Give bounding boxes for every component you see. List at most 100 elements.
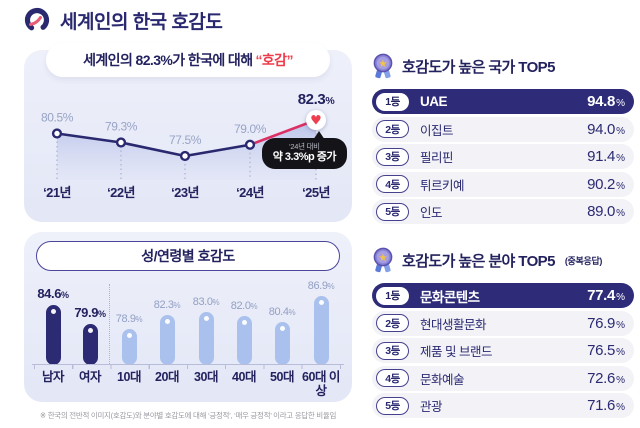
- bar-category-label: 60대 이상: [302, 370, 340, 398]
- top-fields-note: (중복응답): [564, 255, 603, 266]
- rank-badge: 5등: [376, 396, 409, 415]
- bar: [45, 305, 61, 365]
- svg-text:‘24년: ‘24년: [236, 185, 264, 200]
- top-fields-list: 1등 문화콘텐츠 77.4% 2등 현대생활문화 76.9% 3등 제품 및 브…: [372, 283, 634, 419]
- rank-badge: 4등: [376, 175, 409, 194]
- country-name: UAE: [420, 94, 448, 109]
- top-fields-title: 호감도가 높은 분야 TOP5: [402, 252, 555, 270]
- gender-age-divider: [109, 284, 110, 364]
- bar-group: 86.9% 60대 이상: [299, 280, 343, 398]
- bar-value-label: 80.4%: [268, 306, 296, 318]
- brand-swirl-icon: [24, 7, 50, 33]
- country-name: 인도: [420, 206, 443, 221]
- country-value: 89.0%: [587, 203, 625, 221]
- rank-badge: 1등: [376, 92, 409, 111]
- country-name: 필리핀: [420, 151, 454, 166]
- rank-badge: 4등: [376, 369, 409, 388]
- trend-callout-bubble: ‘24년 대비 약 3.3%p 증가: [261, 130, 347, 170]
- country-rank-row: 2등 이집트 94.0%: [372, 116, 634, 142]
- svg-text:‘25년: ‘25년: [302, 185, 330, 200]
- rank-badge: 1등: [376, 286, 409, 305]
- field-name: 현대생활문화: [420, 317, 487, 332]
- line-chart-series: [56, 118, 317, 158]
- country-name: 튀르키예: [420, 178, 465, 193]
- bar-value-label: 82.3%: [153, 299, 181, 311]
- svg-text:★: ★: [378, 57, 387, 69]
- bar: [274, 322, 290, 365]
- country-rank-row: 4등 튀르키예 90.2%: [372, 171, 634, 197]
- bar-group: 79.9% 여자: [68, 305, 112, 384]
- rank-badge: 3등: [376, 147, 409, 166]
- country-value: 91.4%: [587, 148, 625, 166]
- line-chart-value-labels: 80.5% 79.3% 77.5% 79.0% 82.3%: [41, 91, 336, 147]
- bar-group: 82.3% 20대: [145, 299, 189, 384]
- rank-badge: 2등: [376, 314, 409, 333]
- top-fields-header: ★ 호감도가 높은 분야 TOP5 (중복응답): [372, 246, 634, 274]
- rank-badge: 2등: [376, 120, 409, 139]
- bar-group: 80.4% 50대: [260, 306, 304, 384]
- country-rank-row: 1등 UAE 94.8%: [372, 89, 634, 114]
- field-value: 76.5%: [587, 342, 625, 360]
- bar-value-label: 78.9%: [115, 313, 143, 325]
- field-value: 71.6%: [587, 397, 625, 415]
- demographics-panel: 성/연령별 호감도 84.6% 남자 79.9% 여자 78.9% 10대 82.3% 20대…: [24, 232, 352, 402]
- svg-text:77.5%: 77.5%: [169, 133, 202, 147]
- top-countries-list: 1등 UAE 94.8% 2등 이집트 94.0% 3등 필리핀 91.4% 4…: [372, 89, 634, 225]
- field-value: 77.4%: [587, 287, 625, 304]
- svg-text:‘22년: ‘22년: [107, 185, 135, 200]
- field-rank-row: 3등 제품 및 브랜드 76.5%: [372, 338, 634, 364]
- svg-text:82.3%: 82.3%: [298, 91, 336, 108]
- field-rank-row: 4등 문화예술 72.6%: [372, 365, 634, 391]
- country-value: 94.0%: [587, 120, 625, 138]
- bar-category-label: 30대: [194, 370, 218, 384]
- medal-icon: ★: [373, 53, 393, 78]
- svg-text:‘23년: ‘23년: [171, 185, 199, 200]
- callout-line2: 약 3.3%p 증가: [272, 151, 337, 163]
- trend-title-highlight: “호감”: [255, 52, 294, 68]
- bar-chart-baseline: [32, 364, 344, 365]
- svg-text:79.3%: 79.3%: [105, 120, 138, 134]
- field-rank-row: 2등 현대생활문화 76.9%: [372, 310, 634, 336]
- line-chart-area-fill: [57, 120, 316, 180]
- bar: [236, 316, 252, 365]
- top-countries-header: ★ 호감도가 높은 국가 TOP5: [372, 52, 634, 80]
- svg-text:79.0%: 79.0%: [234, 122, 267, 136]
- page-title: 세계인의 한국 호감도: [60, 11, 223, 33]
- bar-value-label: 83.0%: [192, 296, 220, 308]
- footnote: ※ 한국의 전반적 이미지(호감도)와 분야별 호감도에 대해 ‘긍정적’, ‘…: [39, 411, 337, 420]
- bar-chart-axis-ticks: [34, 365, 342, 369]
- heart-marker: [306, 110, 326, 130]
- field-rank-row: 5등 관광 71.6%: [372, 393, 634, 419]
- bar-category-label: 10대: [117, 370, 141, 384]
- field-value: 72.6%: [587, 369, 625, 387]
- trend-title-text: 세계인의 82.3%가 한국에 대해: [83, 52, 253, 68]
- top-countries-title: 호감도가 높은 국가 TOP5: [402, 58, 555, 76]
- field-value: 76.9%: [587, 314, 625, 332]
- bar-category-label: 50대: [270, 370, 294, 384]
- bar-group: 84.6% 남자: [31, 286, 75, 384]
- field-rank-row: 1등 문화콘텐츠 77.4%: [372, 283, 634, 308]
- favorability-line-chart: ♥ 80.5% 79.3% 77.5% 79.0% 82.3% ‘21년 ‘22년 ‘23년…: [41, 91, 336, 200]
- country-rank-row: 5등 인도 89.0%: [372, 199, 634, 225]
- bar: [313, 296, 329, 365]
- bar: [159, 315, 175, 365]
- svg-text:‘21년: ‘21년: [43, 185, 71, 200]
- bar-group: 83.0% 30대: [184, 296, 228, 384]
- svg-text:★: ★: [378, 251, 387, 263]
- field-name: 문화콘텐츠: [420, 289, 480, 305]
- bar-value-label: 86.9%: [307, 280, 335, 292]
- bar: [82, 324, 98, 365]
- demographics-bar-chart: 84.6% 남자 79.9% 여자 78.9% 10대 82.3% 20대 83.0% 30대 82…: [24, 273, 352, 398]
- trend-panel: 세계인의 82.3%가 한국에 대해 “호감” ♥ 80.5% 79.3% 77.5…: [24, 43, 352, 222]
- line-chart-x-axis-labels: ‘21년 ‘22년 ‘23년 ‘24년 ‘25년: [43, 185, 330, 200]
- field-name: 문화예술: [420, 372, 465, 387]
- rank-badge: 3등: [376, 341, 409, 360]
- bar: [198, 312, 214, 365]
- top-fields-panel: ★ 호감도가 높은 분야 TOP5 (중복응답) 1등 문화콘텐츠 77.4% …: [372, 246, 634, 421]
- bar-value-label: 84.6%: [37, 286, 69, 301]
- demographics-panel-title: 성/연령별 호감도: [36, 241, 340, 271]
- bar-group: 78.9% 10대: [107, 313, 151, 384]
- rank-badge: 5등: [376, 202, 409, 221]
- svg-text:80.5%: 80.5%: [41, 111, 74, 125]
- line-chart-points: ♥: [51, 110, 326, 162]
